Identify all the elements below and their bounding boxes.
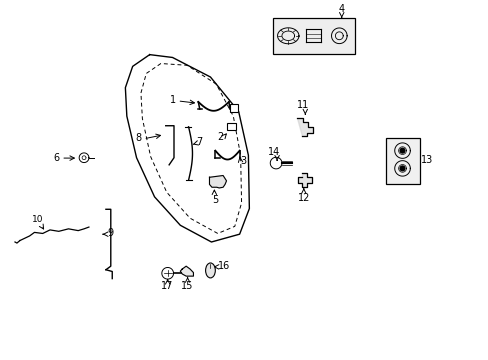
Polygon shape xyxy=(180,266,193,276)
Text: 17: 17 xyxy=(160,281,173,291)
Polygon shape xyxy=(296,118,312,136)
Polygon shape xyxy=(399,166,404,171)
Text: 15: 15 xyxy=(181,281,193,291)
Text: 11: 11 xyxy=(296,100,308,111)
Text: 2: 2 xyxy=(216,132,223,143)
Text: 7: 7 xyxy=(196,138,202,148)
Text: 10: 10 xyxy=(32,215,43,224)
Polygon shape xyxy=(209,176,226,188)
Bar xyxy=(385,138,419,184)
Polygon shape xyxy=(399,148,404,153)
Text: 1: 1 xyxy=(170,95,176,105)
Text: 13: 13 xyxy=(420,154,432,165)
Text: 12: 12 xyxy=(297,193,309,203)
Bar xyxy=(272,18,355,54)
Text: 3: 3 xyxy=(240,156,246,166)
Polygon shape xyxy=(297,173,311,187)
Text: 5: 5 xyxy=(212,195,218,205)
Ellipse shape xyxy=(205,263,215,278)
Text: 8: 8 xyxy=(135,133,141,143)
Text: 4: 4 xyxy=(338,4,344,14)
Text: 16: 16 xyxy=(217,261,229,271)
Text: 6: 6 xyxy=(54,153,60,163)
Text: 9: 9 xyxy=(107,229,113,238)
Bar xyxy=(226,123,235,130)
Bar xyxy=(229,104,237,112)
Text: 14: 14 xyxy=(267,147,279,157)
